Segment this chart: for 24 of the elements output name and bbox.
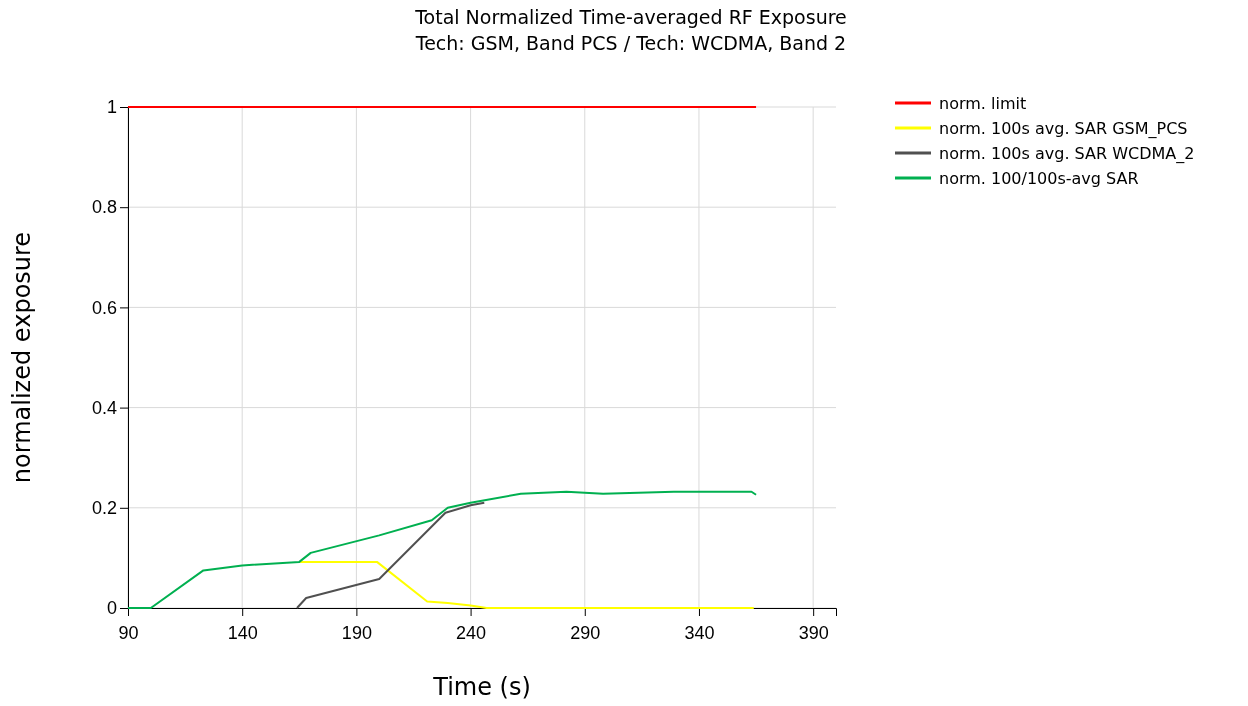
y-tick-label: 0.6 (91, 297, 117, 318)
x-tick-label: 240 (456, 622, 487, 643)
legend-label: norm. 100s avg. SAR WCDMA_2 (939, 143, 1195, 164)
line-series (298, 560, 755, 609)
y-tick-label: 0.2 (91, 498, 117, 519)
y-tick-label: 0 (106, 598, 117, 619)
x-tick-label: 340 (684, 622, 715, 643)
y-tick-label: 1 (106, 97, 117, 118)
legend-label: norm. 100s avg. SAR GSM_PCS (939, 118, 1188, 139)
x-axis-title: Time (s) (432, 673, 531, 701)
chart-title: Total Normalized Time-averaged RF Exposure (414, 6, 847, 28)
x-tick-label: 190 (341, 622, 372, 643)
legend-label: norm. 100/100s-avg SAR (939, 168, 1139, 188)
y-axis-title: normalized exposure (8, 231, 36, 484)
x-tick-label: 140 (227, 622, 258, 643)
chart-subtitle: Tech: GSM, Band PCS / Tech: WCDMA, Band 2 (414, 32, 847, 54)
y-tick-label: 0.4 (91, 397, 117, 418)
x-tick-label: 390 (798, 622, 829, 643)
x-tick-label: 90 (118, 622, 139, 643)
x-tick-label: 290 (570, 622, 601, 643)
line-series (296, 501, 486, 609)
y-tick-label: 0.8 (91, 197, 117, 218)
legend-label: norm. limit (939, 93, 1027, 113)
line-series (127, 490, 758, 609)
